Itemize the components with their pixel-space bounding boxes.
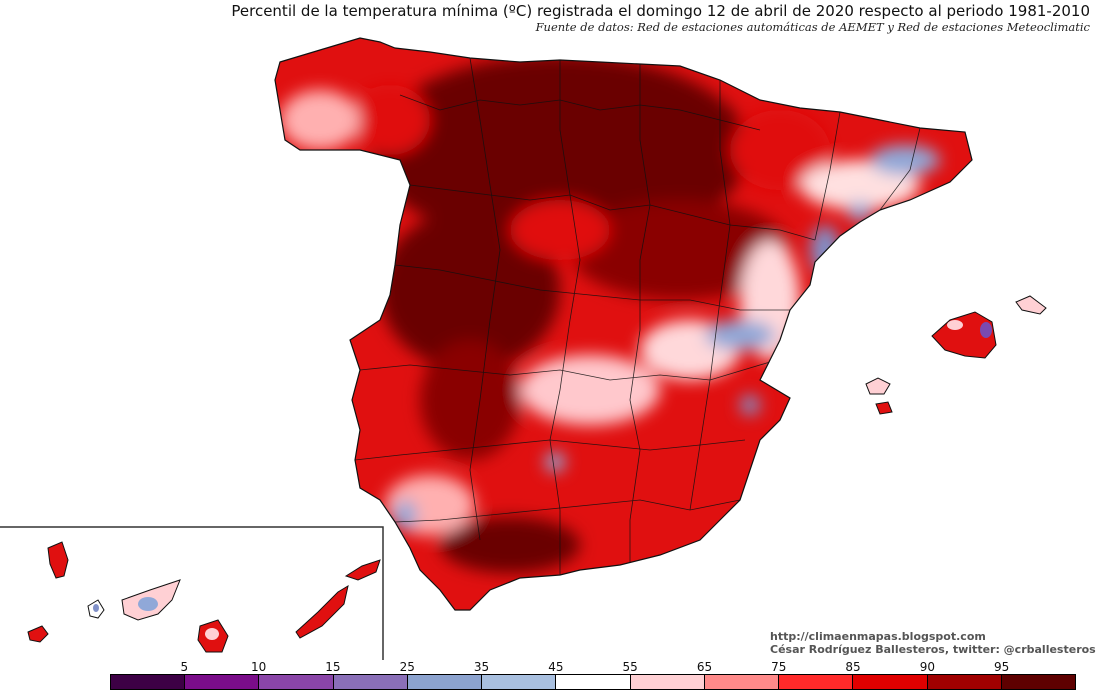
canary-islands bbox=[27, 541, 381, 653]
legend-tick-label: 90 bbox=[919, 660, 936, 674]
legend-swatch bbox=[259, 675, 334, 689]
color-legend bbox=[110, 674, 1076, 690]
legend-tick-label: 85 bbox=[845, 660, 861, 674]
legend-swatch bbox=[482, 675, 557, 689]
legend-tick-label: 75 bbox=[771, 660, 787, 674]
legend-swatch bbox=[556, 675, 631, 689]
credits-url: http://climaenmapas.blogspot.com bbox=[770, 630, 986, 643]
credits-author: César Rodríguez Ballesteros, twitter: @c… bbox=[770, 643, 1096, 656]
legend-swatch bbox=[1001, 675, 1076, 689]
legend-tick-label: 95 bbox=[994, 660, 1010, 674]
legend-swatch bbox=[927, 675, 1002, 689]
legend-swatch bbox=[704, 675, 780, 689]
legend-tick-label: 65 bbox=[696, 660, 713, 674]
legend-swatch bbox=[407, 675, 483, 689]
legend-tick-label: 45 bbox=[548, 660, 564, 674]
legend-swatch bbox=[853, 675, 928, 689]
legend-ticks: 5 10 15 25 35 45 55 65 75 85 90 95 bbox=[110, 660, 1076, 674]
legend-tick-label: 15 bbox=[325, 660, 341, 674]
peninsula bbox=[274, 37, 973, 611]
legend-tick-label: 55 bbox=[622, 660, 638, 674]
legend-swatch bbox=[333, 675, 408, 689]
legend-tick-label: 10 bbox=[250, 660, 267, 674]
legend-tick-label: 5 bbox=[180, 660, 189, 674]
canary-inset-frame bbox=[0, 526, 384, 660]
credits-block: http://climaenmapas.blogspot.com César R… bbox=[770, 630, 1096, 656]
legend-tick-label: 35 bbox=[473, 660, 490, 674]
legend-swatch bbox=[630, 675, 705, 689]
map-subtitle: Fuente de datos: Red de estaciones autom… bbox=[535, 20, 1090, 34]
balearic-islands bbox=[865, 295, 1047, 415]
legend-swatch bbox=[185, 675, 260, 689]
map-title: Percentil de la temperatura mínima (ºC) … bbox=[231, 2, 1090, 20]
legend-tick-label: 25 bbox=[399, 660, 415, 674]
legend-swatch bbox=[111, 675, 186, 689]
legend-swatch bbox=[779, 675, 854, 689]
percentile-map bbox=[0, 37, 1047, 660]
province-borders bbox=[354, 57, 921, 575]
